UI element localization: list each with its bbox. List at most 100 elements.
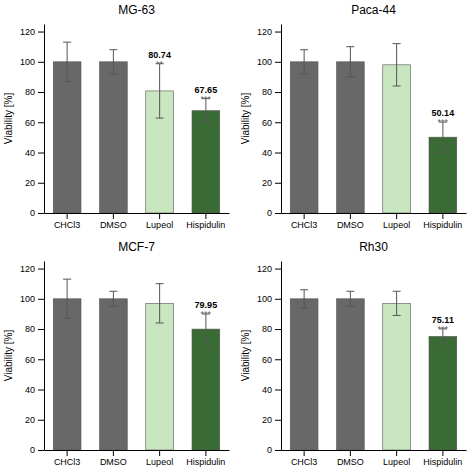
x-tick-label: Lupeol [383, 457, 410, 467]
x-tick: Lupeol [146, 450, 173, 467]
x-axis: CHCl3DMSOLupeolHispidulin [45, 213, 230, 230]
x-tick: CHCl3 [54, 213, 81, 230]
y-tick-mark [38, 329, 44, 330]
bar [53, 299, 81, 450]
y-tick-label: 20 [25, 415, 35, 425]
x-tick-mark [113, 450, 114, 456]
bar [100, 299, 128, 450]
bar [192, 111, 220, 213]
plot-area [53, 279, 220, 450]
x-tick: CHCl3 [54, 450, 81, 467]
y-tick-mark [275, 122, 281, 123]
y-axis-line [44, 262, 45, 451]
x-tick-mark [205, 450, 206, 456]
y-tick-mark [38, 213, 44, 214]
bar [146, 303, 174, 450]
y-tick: 40 [25, 148, 44, 158]
subplot-title: MCF-7 [118, 240, 155, 254]
significance-stars: *** [201, 309, 212, 319]
y-tick: 20 [262, 415, 281, 425]
error-bar-cap [156, 322, 164, 323]
subplot-title: Rh30 [359, 240, 388, 254]
x-tick-label: DMSO [337, 457, 364, 467]
x-tick: CHCl3 [291, 213, 318, 230]
error-bar [63, 279, 71, 318]
y-tick: 120 [257, 27, 281, 37]
error-bar-cap [300, 49, 308, 50]
y-tick-mark [275, 32, 281, 33]
x-tick-mark [442, 450, 443, 456]
error-bar-cap [109, 49, 117, 50]
x-tick-mark [350, 450, 351, 456]
y-tick-mark [38, 32, 44, 33]
error-bar-cap [202, 344, 210, 345]
y-tick-label: 20 [25, 178, 35, 188]
y-tick-mark [275, 183, 281, 184]
x-tick-label: DMSO [100, 220, 127, 230]
x-tick: Hispidulin [186, 450, 225, 467]
error-bar-line [350, 291, 351, 306]
x-tick: Hispidulin [423, 450, 462, 467]
figure: 0 20 40 60 80 100 120 CHCl3 DMSO Lupeol Hispidulin… [0, 0, 474, 474]
x-tick-label: DMSO [100, 457, 127, 467]
y-tick: 60 [25, 118, 44, 128]
y-tick-mark [275, 153, 281, 154]
y-axis-title: Viability [%] [240, 330, 251, 382]
x-tick: Hispidulin [186, 213, 225, 230]
x-axis-line [282, 450, 467, 451]
error-bar-cap [300, 73, 308, 74]
y-tick: 120 [257, 264, 281, 274]
y-tick-label: 0 [30, 208, 35, 218]
y-tick-mark [38, 390, 44, 391]
y-axis-title: Viability [%] [3, 93, 14, 145]
x-tick-mark [396, 450, 397, 456]
y-tick-label: 120 [20, 27, 35, 37]
x-tick-label: DMSO [337, 220, 364, 230]
error-bar-cap [156, 118, 164, 119]
x-tick-mark [159, 450, 160, 456]
bar [290, 62, 318, 213]
error-bar-cap [63, 318, 71, 319]
error-bar-cap [439, 152, 447, 153]
error-bar-cap [109, 306, 117, 307]
annotations: ***75.11 [432, 315, 454, 334]
y-tick: 100 [257, 294, 281, 304]
error-bar-cap [156, 283, 164, 284]
y-tick: 0 [30, 445, 44, 455]
error-bar-cap [300, 289, 308, 290]
y-axis: 020406080100120 [257, 262, 282, 456]
x-tick: DMSO [337, 450, 364, 467]
x-tick-label: Hispidulin [186, 457, 225, 467]
plot-area [290, 44, 457, 213]
x-tick: CHCl3 [291, 450, 318, 467]
bar [290, 299, 318, 450]
y-tick-label: 60 [262, 118, 272, 128]
y-tick-label: 80 [25, 324, 35, 334]
x-tick: Lupeol [383, 450, 410, 467]
significance-stars: *** [438, 117, 449, 127]
bar [53, 62, 81, 213]
x-tick-label: Hispidulin [186, 220, 225, 230]
error-bar-cap [439, 343, 447, 344]
error-bar-line [304, 290, 305, 308]
y-tick-label: 40 [25, 385, 35, 395]
y-tick: 20 [25, 415, 44, 425]
error-bar [300, 290, 308, 308]
error-bar [156, 284, 164, 323]
x-axis-line [45, 450, 230, 451]
y-tick: 20 [25, 178, 44, 188]
y-tick-mark [275, 359, 281, 360]
y-tick-mark [38, 359, 44, 360]
bar [383, 303, 411, 450]
y-tick-label: 40 [25, 148, 35, 158]
error-bar-cap [63, 279, 71, 280]
y-axis: 020406080100120 [20, 262, 45, 456]
y-tick: 40 [25, 385, 44, 395]
y-tick-mark [275, 299, 281, 300]
x-tick-label: Lupeol [383, 220, 410, 230]
significance-stars: *** [201, 94, 212, 104]
bar [192, 329, 220, 450]
y-tick-label: 80 [262, 87, 272, 97]
y-tick-label: 60 [262, 355, 272, 365]
x-axis-line [282, 213, 467, 214]
